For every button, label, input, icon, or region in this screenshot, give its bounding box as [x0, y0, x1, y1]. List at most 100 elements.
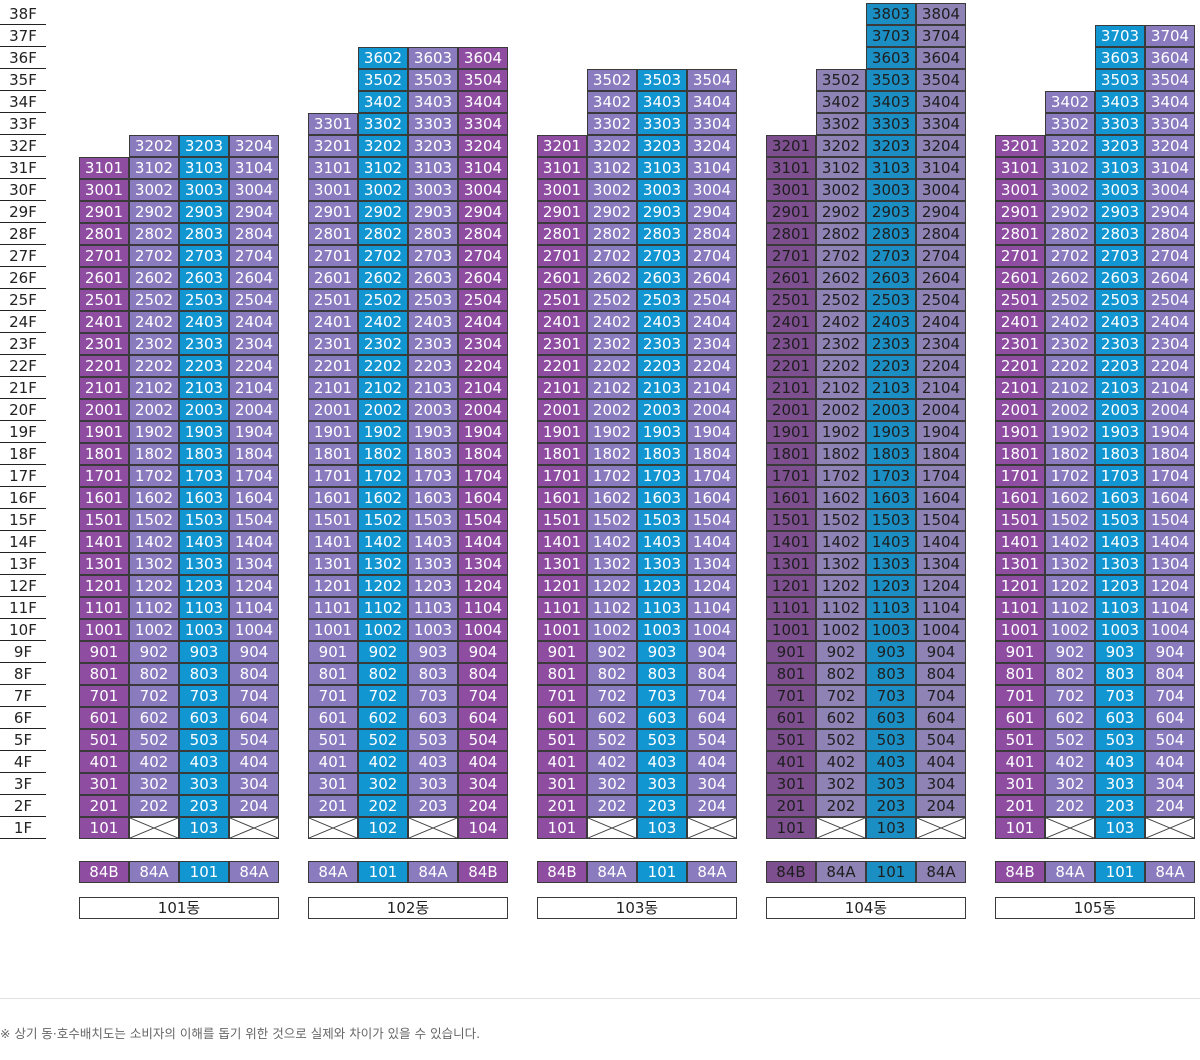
unit-cell: 1104	[229, 597, 279, 619]
unit-cell: 3202	[587, 135, 637, 157]
unit-cell: 2801	[766, 223, 816, 245]
unit-cell: 401	[79, 751, 129, 773]
unit-cell: 2304	[229, 333, 279, 355]
unit-cell: 801	[79, 663, 129, 685]
unit-cell: 1203	[179, 575, 229, 597]
unit-cell: 1602	[587, 487, 637, 509]
unit-cell: 1502	[587, 509, 637, 531]
unit-cell: 2402	[587, 311, 637, 333]
unit-cell: 1803	[1095, 443, 1145, 465]
unit-cell: 2902	[129, 201, 179, 223]
unit-cell: 2502	[816, 289, 866, 311]
unit-cell: 1104	[916, 597, 966, 619]
unit-cell: 1001	[537, 619, 587, 641]
unit-cell: 3204	[1145, 135, 1195, 157]
unit-cell: 302	[816, 773, 866, 795]
unit-cell: 2102	[587, 377, 637, 399]
unit-cell: 3004	[687, 179, 737, 201]
unit-cell: 902	[1045, 641, 1095, 663]
unit-cell: 1303	[637, 553, 687, 575]
unit-cell: 203	[1095, 795, 1145, 817]
unit-cell: 2204	[687, 355, 737, 377]
unit-cell: 1302	[129, 553, 179, 575]
unit-cell: 2102	[1045, 377, 1095, 399]
unit-cell: 2302	[129, 333, 179, 355]
unit-cell: 3402	[816, 91, 866, 113]
floor-label: 29F	[0, 201, 46, 223]
unit-cell: 902	[816, 641, 866, 663]
unit-cell: 402	[129, 751, 179, 773]
unit-cell: 2201	[995, 355, 1045, 377]
unit-cell: 1704	[458, 465, 508, 487]
unit-cell: 3004	[916, 179, 966, 201]
unit-cell: 304	[916, 773, 966, 795]
unit-cell: 1603	[179, 487, 229, 509]
unit-cell: 1204	[916, 575, 966, 597]
unit-cell: 3704	[1145, 25, 1195, 47]
unit-cell: 2103	[866, 377, 916, 399]
unit-cell: 2402	[129, 311, 179, 333]
unit-cell: 802	[816, 663, 866, 685]
unit-cell: 2004	[458, 399, 508, 421]
unit-cell: 2902	[1045, 201, 1095, 223]
unit-cell: 3604	[1145, 47, 1195, 69]
unit-cell: 3201	[995, 135, 1045, 157]
unit-cell: 2702	[1045, 245, 1095, 267]
unit-cell: 2304	[458, 333, 508, 355]
unit-cell: 2604	[229, 267, 279, 289]
unit-cell: 3003	[866, 179, 916, 201]
unit-cell: 501	[766, 729, 816, 751]
unit-cell: 1304	[1145, 553, 1195, 575]
building-name: 103동	[537, 897, 737, 919]
unit-type-label: 84A	[229, 861, 279, 883]
unit-cell: 1103	[866, 597, 916, 619]
unit-cell: 601	[766, 707, 816, 729]
unit-cell: 1104	[687, 597, 737, 619]
unit-cell: 1902	[1045, 421, 1095, 443]
unit-cell: 1001	[995, 619, 1045, 641]
unit-cell: 1502	[816, 509, 866, 531]
unit-cell: 2303	[637, 333, 687, 355]
floor-label: 15F	[0, 509, 46, 531]
unit-cell: 802	[587, 663, 637, 685]
unit-cell: 201	[308, 795, 358, 817]
unit-cell: 2504	[229, 289, 279, 311]
unit-cell: 1501	[79, 509, 129, 531]
unit-cell: 2701	[308, 245, 358, 267]
unit-cell: 3503	[1095, 69, 1145, 91]
unit-cell: 1201	[308, 575, 358, 597]
unit-cell: 1102	[358, 597, 408, 619]
unit-cell: 503	[1095, 729, 1145, 751]
unit-cell: 1703	[408, 465, 458, 487]
unit-cell: 1004	[229, 619, 279, 641]
floor-label: 32F	[0, 135, 46, 157]
unit-cell: 2602	[1045, 267, 1095, 289]
unit-cell: 104	[458, 817, 508, 839]
floor-label: 20F	[0, 399, 46, 421]
unit-cell: 3104	[229, 157, 279, 179]
unit-cell: 2601	[995, 267, 1045, 289]
unit-type-label: 84B	[458, 861, 508, 883]
unit-type-label: 101	[179, 861, 229, 883]
unit-cell: 303	[866, 773, 916, 795]
empty-unit-cross	[687, 817, 737, 839]
unit-cell: 401	[995, 751, 1045, 773]
unit-cell: 2503	[179, 289, 229, 311]
unit-cell: 2202	[587, 355, 637, 377]
unit-cell: 1001	[766, 619, 816, 641]
unit-cell: 2001	[995, 399, 1045, 421]
unit-cell: 1201	[995, 575, 1045, 597]
unit-cell: 2301	[537, 333, 587, 355]
unit-cell: 1503	[866, 509, 916, 531]
unit-cell: 2003	[866, 399, 916, 421]
unit-cell: 1802	[129, 443, 179, 465]
unit-cell: 3202	[358, 135, 408, 157]
unit-cell: 3402	[1045, 91, 1095, 113]
unit-cell: 601	[79, 707, 129, 729]
unit-cell: 2703	[866, 245, 916, 267]
unit-cell: 202	[587, 795, 637, 817]
unit-cell: 2604	[687, 267, 737, 289]
unit-cell: 2001	[537, 399, 587, 421]
unit-cell: 404	[1145, 751, 1195, 773]
unit-cell: 2502	[129, 289, 179, 311]
